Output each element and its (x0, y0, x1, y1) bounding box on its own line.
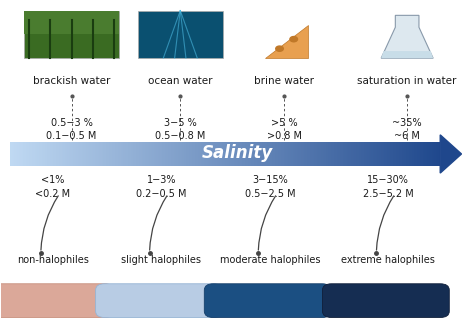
Text: >5 %
>0.8 M: >5 % >0.8 M (267, 118, 302, 141)
Text: ~35%
~6 M: ~35% ~6 M (392, 118, 422, 141)
Text: slight halophiles: slight halophiles (121, 255, 201, 265)
Circle shape (290, 36, 298, 42)
Text: brackish water: brackish water (33, 76, 110, 86)
Text: extreme halophiles: extreme halophiles (341, 255, 435, 265)
FancyBboxPatch shape (204, 284, 331, 317)
Text: brine water: brine water (254, 76, 314, 86)
FancyBboxPatch shape (96, 284, 222, 317)
Text: 3−5 %
0.5−0.8 M: 3−5 % 0.5−0.8 M (155, 118, 205, 141)
Text: 15−30%
2.5−5.2 M: 15−30% 2.5−5.2 M (363, 175, 414, 199)
Text: moderate halophiles: moderate halophiles (220, 255, 320, 265)
Text: Salinity: Salinity (201, 144, 273, 162)
Text: 0.5−3 %
0.1−0.5 M: 0.5−3 % 0.1−0.5 M (46, 118, 97, 141)
FancyBboxPatch shape (322, 284, 449, 317)
Text: non-halophiles: non-halophiles (17, 255, 89, 265)
Text: 1−3%
0.2−0.5 M: 1−3% 0.2−0.5 M (136, 175, 187, 199)
Text: 3−15%
0.5−2.5 M: 3−15% 0.5−2.5 M (245, 175, 295, 199)
FancyBboxPatch shape (0, 284, 114, 317)
Circle shape (276, 46, 283, 51)
Polygon shape (381, 15, 433, 58)
FancyBboxPatch shape (24, 11, 119, 58)
Polygon shape (440, 135, 462, 173)
FancyBboxPatch shape (24, 11, 119, 34)
Text: <1%
<0.2 M: <1% <0.2 M (35, 175, 70, 199)
Text: ocean water: ocean water (148, 76, 212, 86)
Polygon shape (381, 51, 433, 58)
Text: saturation in water: saturation in water (357, 76, 457, 86)
FancyBboxPatch shape (138, 11, 223, 58)
Polygon shape (265, 25, 308, 58)
